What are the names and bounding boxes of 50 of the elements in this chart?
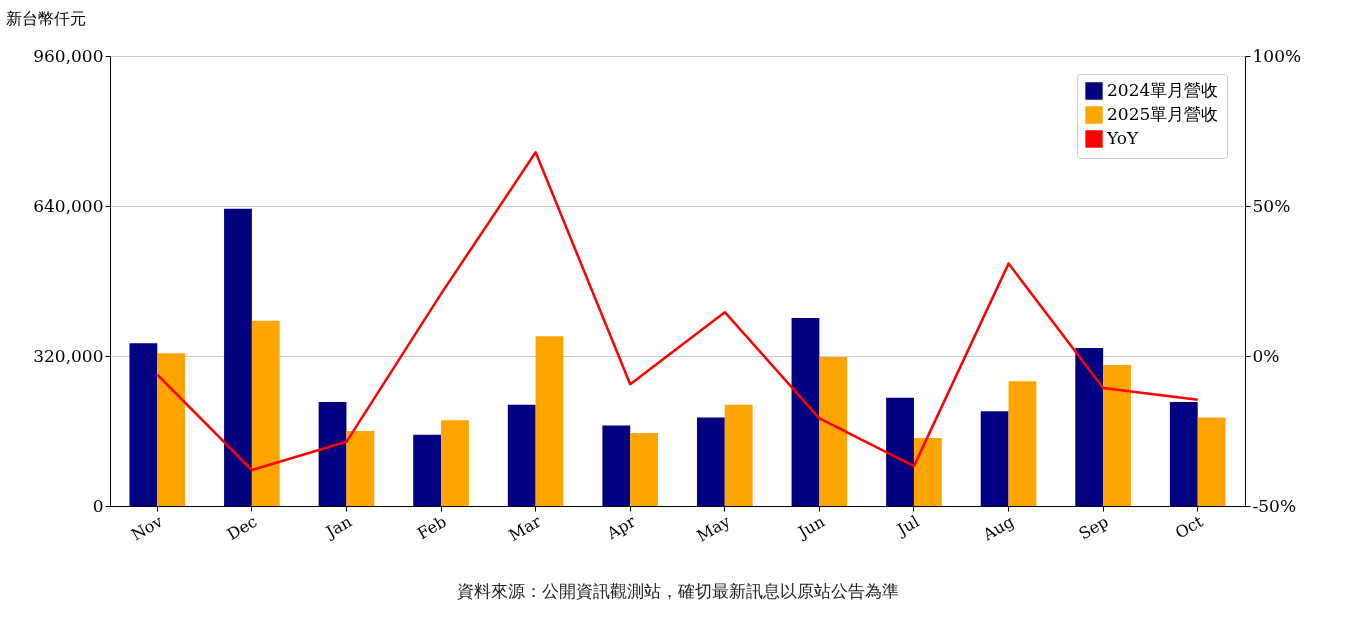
bar — [913, 438, 942, 506]
bar — [1075, 348, 1104, 506]
legend-label: 2024單月營收 — [1107, 80, 1219, 100]
x-tick-label: Dec — [223, 511, 261, 544]
x-tick-label: Aug — [978, 511, 1018, 545]
bar — [819, 356, 848, 506]
y-axis-title: 新台幣仟元 — [5, 8, 86, 28]
bar — [224, 208, 252, 506]
bar — [157, 353, 186, 506]
bar — [724, 404, 753, 506]
bar — [886, 397, 914, 506]
bar — [630, 432, 659, 506]
bar — [346, 431, 375, 506]
y-tick-label: 640,000 — [33, 195, 104, 216]
y-tick-label: 320,000 — [33, 345, 104, 366]
x-tick-label: Jan — [320, 511, 355, 543]
x-tick-label: Mar — [505, 511, 545, 546]
bar — [1103, 364, 1131, 506]
y2-tick-label: -50% — [1252, 495, 1297, 516]
y-tick-label: 0 — [92, 495, 104, 516]
legend-label: YoY — [1106, 128, 1139, 148]
legend-label: 2025單月營收 — [1107, 104, 1219, 124]
bar — [251, 320, 280, 506]
bar — [791, 318, 820, 506]
y2-tick-label: 0% — [1252, 345, 1280, 366]
x-tick-label: Oct — [1172, 511, 1207, 543]
line-series — [156, 151, 1199, 472]
bar — [129, 343, 158, 506]
bar — [1169, 401, 1198, 506]
x-tick-label: Nov — [128, 511, 166, 545]
x-tick-label: Jun — [793, 511, 828, 543]
x-tick-label: Jul — [892, 511, 923, 541]
bar — [318, 401, 347, 506]
bar — [413, 434, 442, 506]
x-tick-label: Apr — [602, 511, 640, 544]
bar — [980, 411, 1009, 506]
bar — [1197, 417, 1226, 506]
y2-tick-label: 100% — [1252, 45, 1302, 66]
x-tick-label: Feb — [414, 511, 450, 544]
y-tick-label: 960,000 — [33, 45, 104, 66]
bar — [507, 404, 536, 506]
source-note: 資料來源：公開資訊觀測站，確切最新訊息以原站公告為準 — [456, 581, 899, 602]
bar — [1008, 381, 1037, 506]
bar — [602, 425, 631, 506]
x-tick-label: May — [693, 511, 734, 546]
bar — [696, 417, 725, 506]
y2-tick-label: 50% — [1252, 195, 1291, 216]
bar — [535, 336, 564, 506]
x-tick-label: Sep — [1075, 511, 1112, 544]
bar — [441, 420, 469, 506]
